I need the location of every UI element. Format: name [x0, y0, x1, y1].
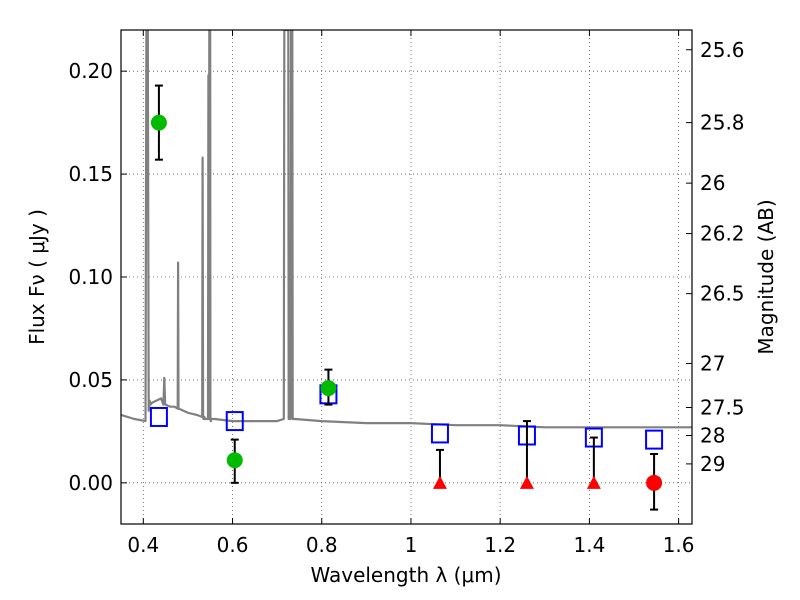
y-tick-label: 0.20 — [68, 59, 113, 83]
axis-ticks: 0.4 0.6 0.8 1 1.2 1.4 1.6 0.00 0.05 0.10 0.15 0.20 2… — [68, 30, 745, 557]
model-photometry-point — [225, 411, 244, 432]
plot-area — [121, 30, 692, 511]
model-photometry-point — [430, 423, 449, 444]
y-tick-label: 0.15 — [68, 162, 113, 186]
magnitude-tick-label: 25.6 — [700, 38, 745, 62]
y-tick-label: 0.10 — [68, 265, 113, 289]
flux-point — [320, 380, 337, 397]
x-tick-label: 0.8 — [306, 533, 338, 557]
magnitude-tick-label: 27 — [700, 351, 725, 375]
x-tick-label: 1.4 — [573, 533, 605, 557]
x-tick-label: 1.6 — [663, 533, 695, 557]
magnitude-tick-label: 27.5 — [700, 395, 745, 419]
flux-point — [226, 452, 243, 469]
x-tick-label: 1 — [405, 533, 418, 557]
model-photometry-point — [645, 429, 664, 450]
flux-point — [150, 114, 167, 131]
model-sed-line — [121, 30, 692, 429]
y-tick-label: 0.00 — [68, 471, 113, 495]
x-tick-label: 0.6 — [217, 533, 249, 557]
upper-limit-point — [432, 475, 447, 489]
y-axis-label: Flux Fν ( μJy ) — [25, 209, 49, 345]
x-tick-label: 0.4 — [127, 533, 159, 557]
upper-limit-point — [519, 475, 534, 489]
y-tick-label: 0.05 — [68, 368, 113, 392]
magnitude-tick-label: 29 — [700, 452, 725, 476]
right-axis-label: Magnitude (AB) — [754, 199, 778, 354]
x-tick-label: 1.2 — [484, 533, 516, 557]
magnitude-tick-label: 28 — [700, 423, 725, 447]
magnitude-tick-label: 26.2 — [700, 222, 745, 246]
upper-limit-point — [586, 475, 601, 489]
x-axis-label: Wavelength λ (μm) — [310, 563, 501, 587]
magnitude-tick-label: 26.5 — [700, 282, 745, 306]
model-photometry-point — [149, 406, 168, 427]
magnitude-tick-label: 26 — [700, 171, 725, 195]
magnitude-tick-label: 25.8 — [700, 111, 745, 135]
flux-point — [646, 474, 663, 491]
